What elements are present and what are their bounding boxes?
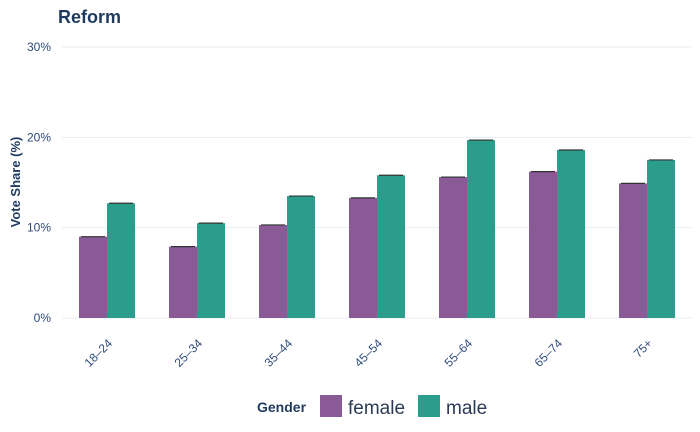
x-tick-label: 75+ <box>631 336 655 360</box>
bar-female <box>439 177 467 318</box>
legend-label-female: female <box>348 398 405 419</box>
x-tick-label: 25–34 <box>172 336 206 370</box>
x-axis-ticks: 18–24 25–34 35–44 45–54 55–64 65–74 75+ <box>82 336 655 370</box>
y-tick-label: 20% <box>27 130 51 144</box>
x-tick-label: 45–54 <box>352 336 386 370</box>
bar-female <box>529 171 557 318</box>
legend-swatch-female <box>320 395 342 417</box>
y-tick-label: 30% <box>27 40 51 54</box>
bar-female <box>259 224 287 318</box>
legend-label-male: male <box>446 398 487 419</box>
bar-male <box>107 203 135 318</box>
y-axis-label: Vote Share (%) <box>8 137 23 228</box>
bar-male <box>467 140 495 318</box>
legend: Gender female male <box>257 395 487 419</box>
x-tick-label: 35–44 <box>262 336 296 370</box>
x-tick-label: 55–64 <box>442 336 476 370</box>
legend-title: Gender <box>257 399 307 415</box>
y-tick-label: 10% <box>27 221 51 235</box>
bar-female <box>79 236 107 318</box>
x-tick-label: 18–24 <box>82 336 116 370</box>
legend-swatch-male <box>418 395 440 417</box>
bar-female <box>619 183 647 318</box>
bar-male <box>377 175 405 318</box>
chart-title: Reform <box>58 7 121 27</box>
bar-male <box>287 196 315 318</box>
x-tick-label: 65–74 <box>532 336 566 370</box>
y-tick-label: 0% <box>34 311 52 325</box>
bar-female <box>169 246 197 318</box>
y-axis-ticks: 0% 10% 20% 30% <box>27 40 51 325</box>
bar-female <box>349 197 377 318</box>
bars <box>79 139 675 318</box>
bar-male <box>557 149 585 318</box>
bar-male <box>197 223 225 318</box>
bar-male <box>647 159 675 318</box>
